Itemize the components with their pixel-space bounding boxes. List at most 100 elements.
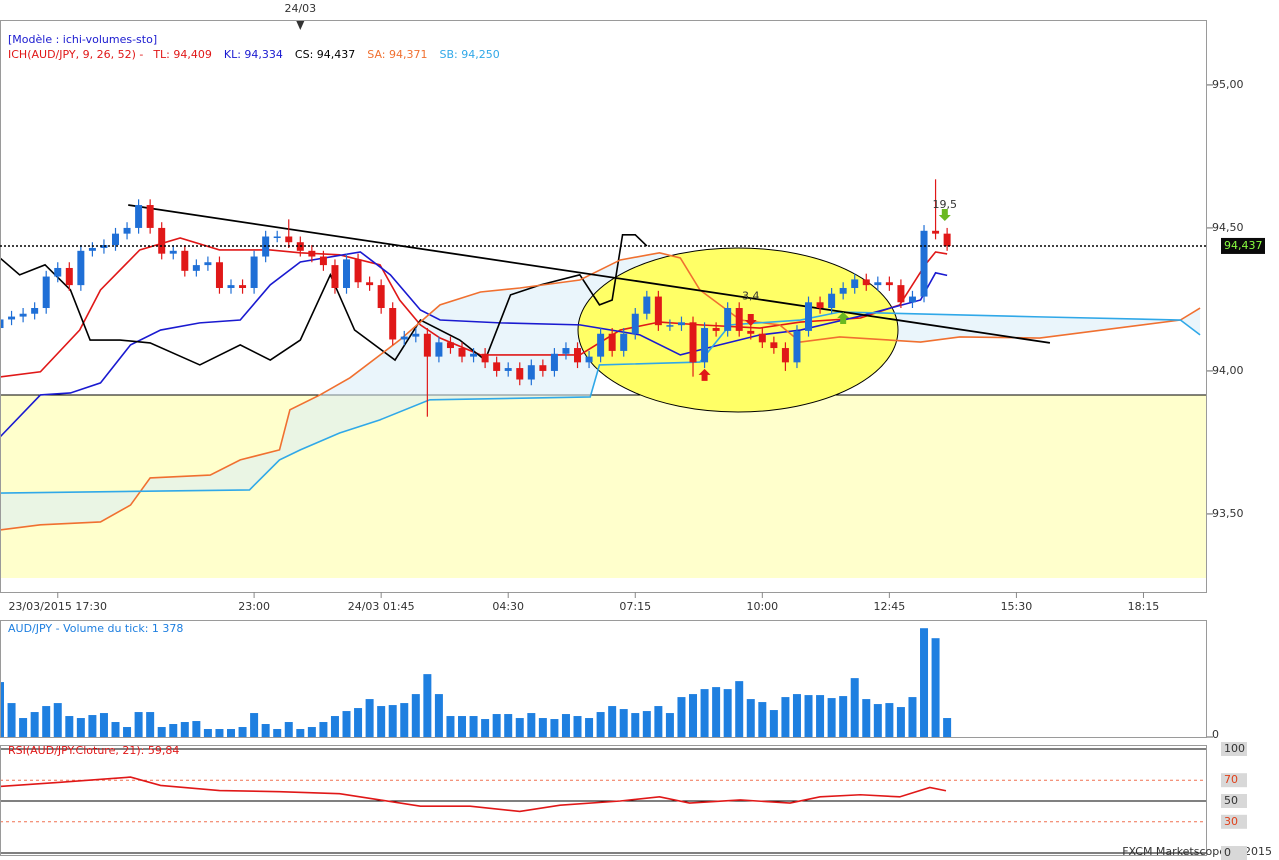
candle-body (285, 236, 293, 243)
candle-body (781, 348, 789, 363)
candle-body (527, 365, 535, 380)
volume-bar (134, 712, 143, 737)
y-tick-label: 100 (1224, 742, 1245, 755)
y-tick-box (1221, 814, 1247, 829)
y-tick-label: 95,00 (1212, 78, 1244, 91)
candle-body (481, 353, 489, 363)
volume-bar (827, 698, 836, 737)
candle-body (423, 333, 431, 357)
candle-body (666, 325, 674, 327)
candle-body (816, 302, 824, 309)
volume-bar (596, 712, 605, 737)
candle-body (943, 233, 951, 246)
candle-body (204, 262, 212, 266)
candle-body (31, 308, 39, 314)
volume-bar (538, 718, 547, 737)
legend-entry: SB: 94,250 (440, 48, 500, 61)
candle-body (458, 348, 466, 357)
volume-bar (492, 714, 501, 737)
candle-body (562, 348, 570, 354)
indicator-line (0, 233, 648, 366)
candle-body (758, 333, 766, 343)
annotation: 3,4 (742, 290, 760, 303)
candle-body (643, 296, 651, 314)
candle-body (215, 262, 223, 288)
volume-bar (527, 713, 536, 737)
y-tick-box (1221, 794, 1247, 808)
indicator-line (0, 311, 1201, 494)
volume-bar (0, 682, 4, 737)
candle-body (885, 282, 893, 286)
candle-body (516, 368, 524, 380)
candle-body (308, 250, 316, 257)
candle-body (493, 362, 501, 371)
volume-bar (330, 716, 339, 737)
volume-bar (561, 714, 570, 737)
volume-bar (792, 694, 801, 737)
y-tick-box (1221, 773, 1247, 788)
volume-bar (550, 719, 559, 737)
trendline (128, 204, 1051, 344)
candle-body (169, 250, 177, 254)
panel-title: AUD/JPY - Volume du tick: 1 378 (8, 622, 183, 635)
y-tick-label: 30 (1224, 815, 1238, 828)
rsi-panel-frame (0, 745, 1207, 856)
candle-body (735, 308, 743, 331)
top-marker (296, 21, 305, 30)
legend-entry: CS: 94,437 (295, 48, 355, 61)
volume-bar (284, 722, 293, 737)
volume-bar (850, 678, 859, 737)
volume-bar (146, 712, 155, 737)
candle-body (366, 282, 374, 286)
candle-body (435, 342, 443, 357)
x-tick-label: 24/03 01:45 (348, 600, 415, 613)
volume-bar (123, 727, 132, 737)
volume-bar (920, 628, 929, 737)
volume-bar (689, 694, 698, 737)
volume-bar (746, 699, 755, 737)
volume-bar (53, 703, 62, 737)
volume-bar (30, 712, 39, 737)
candle-body (54, 267, 62, 277)
volume-bar (400, 703, 409, 737)
legend-entry: KL: 94,334 (224, 48, 283, 61)
candle-body (377, 285, 385, 309)
volume-bar (227, 729, 236, 737)
candle-body (19, 313, 27, 317)
volume-bar (319, 722, 328, 737)
signal-arrow (837, 312, 850, 325)
candle-body (88, 247, 96, 251)
volume-bar (573, 716, 582, 737)
y-tick-label: 94,50 (1212, 221, 1244, 234)
candle-body (42, 276, 50, 309)
volume-bar (19, 718, 28, 737)
volume-bar (515, 718, 524, 737)
candle-body (908, 296, 916, 303)
candle-body (874, 282, 882, 286)
volume-bar (169, 724, 178, 737)
top-marker-label: 24/03 (284, 2, 316, 15)
volume-bar (931, 638, 940, 737)
indicator-line (0, 251, 1201, 531)
candle-body (135, 205, 143, 228)
candle-body (724, 308, 732, 331)
volume-bar (203, 729, 212, 737)
volume-bar (654, 706, 663, 737)
volume-bar (585, 718, 594, 737)
volume-bar (631, 713, 640, 737)
candle-body (597, 333, 605, 357)
main-panel-frame (0, 20, 1207, 593)
volume-bar (250, 713, 259, 737)
volume-bar (862, 699, 871, 737)
candle-body (851, 279, 859, 288)
volume-bar (354, 708, 363, 737)
volume-bar (839, 696, 848, 737)
volume-bar (411, 694, 420, 737)
volume-bar (180, 722, 189, 737)
volume-bar (111, 722, 120, 737)
volume-bar (804, 695, 813, 737)
volume-bar (608, 706, 617, 737)
cloud-fill (0, 252, 1201, 530)
volume-bar (342, 711, 351, 737)
